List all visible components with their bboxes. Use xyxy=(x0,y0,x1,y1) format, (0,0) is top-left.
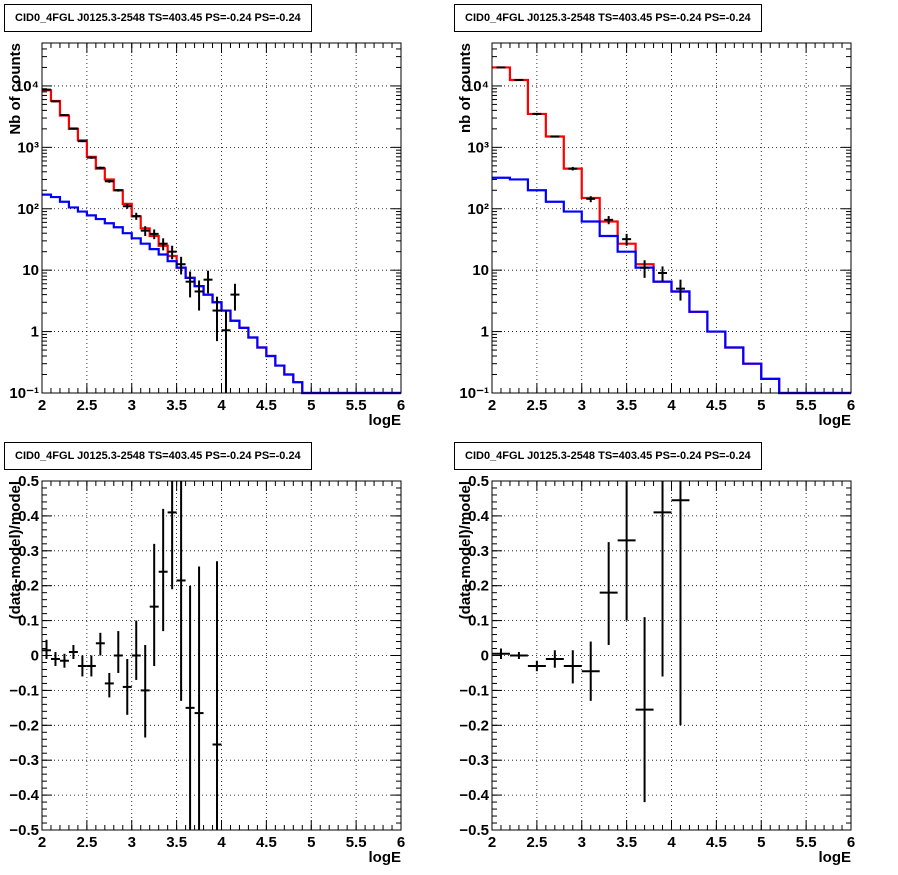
y-tick-label: −0.5 xyxy=(459,822,489,839)
x-axis-label: logE xyxy=(369,849,402,866)
y-tick-label: 10 xyxy=(22,262,39,279)
plot-frame xyxy=(41,42,402,394)
panel-title-bottom-right: CID0_4FGL J0125.3-2548 TS=403.45 PS=-0.2… xyxy=(454,442,762,470)
y-tick-label: 10² xyxy=(467,201,489,218)
y-tick-label: 0.1 xyxy=(468,613,489,630)
y-tick-label: 0.5 xyxy=(468,473,489,490)
y-tick-label: 0.2 xyxy=(468,578,489,595)
panel-top-right: 2 2.5 3 3.5 4 4.5 5 5.5 6 10⁻¹ 1 10 10² 10³ 10⁴ logE nb … xyxy=(457,42,855,429)
x-axis-label: logE xyxy=(819,849,852,866)
y-tick-label: 10³ xyxy=(467,139,489,156)
panel-bottom-right: 2 2.5 3 3.5 4 4.5 5 5.5 6 −0.5 −0.4 −0.3 −0.2 −0.1 0 0.… xyxy=(457,473,855,866)
x-tick-label: 5.5 xyxy=(796,397,817,414)
y-tick-label: 10² xyxy=(17,201,39,218)
x-tick-label: 3 xyxy=(128,834,136,851)
model-total-histogram xyxy=(492,66,851,395)
x-tick-label: 3.5 xyxy=(166,834,187,851)
y-tick-label: 10³ xyxy=(17,139,39,156)
x-tick-label: 2 xyxy=(38,397,46,414)
y-tick-label: 10⁻¹ xyxy=(9,385,39,402)
x-tick-label: 2 xyxy=(488,834,496,851)
x-tick-label: 4.5 xyxy=(256,397,277,414)
y-tick-label: 0 xyxy=(31,648,39,665)
x-tick-label: 4 xyxy=(217,834,226,851)
y-tick-label: 10⁴ xyxy=(465,78,489,95)
x-tick-label: 6 xyxy=(847,397,855,414)
x-tick-label: 3 xyxy=(128,397,136,414)
x-tick-label: 4.5 xyxy=(706,397,727,414)
x-tick-label: 5 xyxy=(307,397,315,414)
x-tick-label: 2.5 xyxy=(526,397,547,414)
y-axis-label: nb of counts xyxy=(457,43,474,133)
panel-title-top-right: CID0_4FGL J0125.3-2548 TS=403.45 PS=-0.2… xyxy=(454,4,762,32)
x-tick-label: 5.5 xyxy=(796,834,817,851)
x-tick-label: 5.5 xyxy=(346,834,367,851)
x-tick-label: 4 xyxy=(667,397,676,414)
x-tick-label: 5 xyxy=(757,834,765,851)
x-tick-label: 6 xyxy=(847,834,855,851)
y-tick-label: −0.5 xyxy=(9,822,39,839)
y-tick-label: 0.4 xyxy=(18,508,40,525)
y-axis-label: Nb of counts xyxy=(7,43,24,135)
y-tick-label: −0.3 xyxy=(459,752,489,769)
x-tick-label: 3.5 xyxy=(166,397,187,414)
panel-top-left: 2 2.5 3 3.5 4 4.5 5 5.5 6 10⁻¹ 1 10 10² 10³ 10⁴ logE Nb … xyxy=(7,42,405,429)
x-tick-label: 6 xyxy=(397,397,405,414)
plot-frame xyxy=(41,480,402,831)
x-tick-label: 4.5 xyxy=(706,834,727,851)
plot-frame xyxy=(491,480,852,831)
x-tick-label: 2.5 xyxy=(76,834,97,851)
y-tick-label: −0.1 xyxy=(9,682,39,699)
y-axis-label: (data-model)/model xyxy=(7,481,24,619)
x-tick-label: 4 xyxy=(667,834,676,851)
x-tick-label: 5 xyxy=(307,834,315,851)
y-tick-label: −0.2 xyxy=(459,717,489,734)
panel-title-bottom-left: CID0_4FGL J0125.3-2548 TS=403.45 PS=-0.2… xyxy=(4,442,312,470)
x-tick-label: 2.5 xyxy=(76,397,97,414)
x-tick-label: 3 xyxy=(578,397,586,414)
y-tick-label: −0.2 xyxy=(9,717,39,734)
y-tick-label: 0.3 xyxy=(468,543,489,560)
x-tick-label: 2 xyxy=(38,834,46,851)
x-tick-label: 4.5 xyxy=(256,834,277,851)
y-tick-label: 10⁴ xyxy=(15,78,39,95)
x-tick-label: 5 xyxy=(757,397,765,414)
x-tick-label: 4 xyxy=(217,397,226,414)
y-tick-label: 10 xyxy=(472,262,489,279)
y-tick-label: 0.3 xyxy=(18,543,39,560)
x-tick-label: 3 xyxy=(578,834,586,851)
x-tick-label: 2 xyxy=(488,397,496,414)
x-axis-label: logE xyxy=(369,412,402,429)
x-tick-label: 2.5 xyxy=(526,834,547,851)
y-tick-label: 0.5 xyxy=(18,473,39,490)
y-tick-label: −0.1 xyxy=(459,682,489,699)
x-tick-label: 3.5 xyxy=(616,834,637,851)
x-tick-label: 5.5 xyxy=(346,397,367,414)
y-tick-label: −0.4 xyxy=(459,787,489,804)
y-tick-label: 0.1 xyxy=(18,613,39,630)
y-tick-label: 0.2 xyxy=(18,578,39,595)
panel-bottom-left: 2 2.5 3 3.5 4 4.5 5 5.5 6 −0.5 −0.4 −0.3 −0.2 −0.1 0 0.… xyxy=(7,473,405,866)
y-tick-label: 10⁻¹ xyxy=(459,385,489,402)
panel-title-top-left: CID0_4FGL J0125.3-2548 TS=403.45 PS=-0.2… xyxy=(4,4,312,32)
y-tick-label: 1 xyxy=(31,324,39,341)
model-background-histogram xyxy=(492,176,851,395)
x-tick-label: 6 xyxy=(397,834,405,851)
plot-frame xyxy=(491,42,852,394)
y-tick-label: −0.3 xyxy=(9,752,39,769)
x-tick-label: 3.5 xyxy=(616,397,637,414)
y-axis-label: (data-model)/model xyxy=(457,481,474,619)
y-tick-label: −0.4 xyxy=(9,787,39,804)
y-tick-label: 0 xyxy=(481,648,489,665)
x-axis-label: logE xyxy=(819,412,852,429)
y-tick-label: 0.4 xyxy=(468,508,490,525)
y-tick-label: 1 xyxy=(481,324,489,341)
